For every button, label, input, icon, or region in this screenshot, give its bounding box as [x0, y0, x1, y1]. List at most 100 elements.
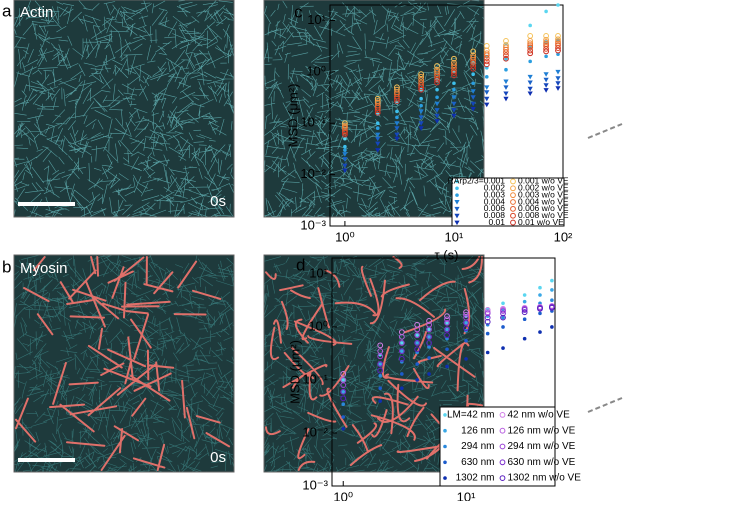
point — [394, 89, 400, 96]
point — [375, 132, 381, 138]
y-tick-label: 10⁻² — [302, 424, 328, 439]
legend-marker — [510, 178, 516, 185]
point — [483, 42, 490, 49]
time-label: 0s — [210, 193, 226, 210]
legend-label: 126 nm w/o VE — [508, 425, 576, 436]
point — [418, 121, 424, 126]
point — [543, 48, 550, 55]
point — [418, 84, 425, 91]
legend-label: 0.006 — [484, 203, 506, 213]
point — [419, 96, 423, 101]
point — [463, 319, 469, 326]
point — [375, 136, 381, 142]
point — [444, 313, 450, 320]
point — [435, 95, 439, 100]
legend-label: 0.006 w/o VE — [518, 203, 569, 213]
point — [444, 326, 450, 333]
point — [543, 77, 549, 83]
point — [434, 73, 440, 80]
y-axis-label: MSD (μm²) — [285, 84, 300, 148]
point — [464, 338, 468, 343]
legend-marker — [443, 444, 447, 449]
point — [427, 335, 431, 339]
scale-bar — [18, 202, 75, 206]
point — [501, 315, 505, 320]
legend-box — [451, 177, 565, 227]
point — [415, 362, 419, 366]
legend-label: RArp2/3=0.001 — [448, 176, 506, 186]
point — [378, 399, 383, 403]
point — [394, 98, 400, 104]
point — [503, 52, 509, 59]
legend-marker — [510, 205, 516, 212]
point — [445, 364, 449, 369]
point — [484, 310, 491, 317]
micrograph-border — [263, 254, 485, 473]
point — [341, 378, 346, 382]
point — [528, 59, 532, 64]
point — [463, 309, 469, 316]
point — [342, 168, 348, 174]
legend-marker — [443, 428, 447, 433]
point — [400, 349, 404, 353]
point — [419, 103, 423, 108]
point — [470, 63, 477, 69]
point — [375, 148, 381, 153]
point — [341, 402, 346, 406]
point — [342, 163, 348, 169]
legend-marker — [443, 413, 447, 417]
point — [544, 54, 548, 59]
point — [463, 311, 469, 318]
legend-label: 630 nm w/o VE — [508, 457, 576, 468]
legend-label: 630 nm — [461, 457, 494, 468]
point — [426, 333, 432, 340]
point — [400, 341, 404, 345]
image-label: Myosin — [20, 260, 68, 277]
legend-label: 0.01 — [488, 217, 505, 227]
legend-marker — [455, 179, 459, 184]
panel-letter: b — [2, 257, 11, 276]
point — [471, 81, 475, 86]
panel-letter: a — [2, 1, 12, 20]
point — [527, 80, 533, 86]
point — [503, 49, 509, 56]
point — [483, 58, 490, 65]
point — [527, 74, 533, 80]
point — [375, 121, 380, 126]
point — [444, 316, 450, 323]
actin-fibers — [13, 254, 235, 473]
actin-fibers — [263, 0, 485, 218]
point — [426, 326, 432, 333]
y-tick-label: 10¹ — [309, 265, 328, 280]
point — [434, 76, 440, 83]
point — [501, 325, 505, 329]
point — [544, 9, 548, 14]
point — [445, 327, 449, 332]
point — [340, 395, 347, 402]
point — [470, 89, 476, 94]
point — [543, 33, 550, 39]
point — [341, 426, 346, 431]
point — [463, 325, 469, 332]
point — [451, 95, 457, 100]
legend-marker — [510, 219, 516, 226]
point — [341, 389, 346, 394]
point — [485, 331, 490, 336]
slope-guide — [587, 397, 623, 413]
legend-marker — [443, 476, 447, 480]
point — [555, 33, 561, 39]
legend-label: 0.004 w/o VE — [518, 196, 569, 206]
legend-label: 294 nm — [461, 441, 494, 452]
point — [451, 72, 457, 79]
point — [415, 333, 419, 337]
legend-marker — [454, 220, 460, 226]
point — [555, 69, 561, 75]
y-tick-label: 10⁻³ — [300, 217, 326, 232]
point — [555, 81, 561, 86]
point — [418, 109, 424, 114]
legend-label: 1302 nm w/o VE — [508, 473, 582, 484]
point — [484, 306, 491, 313]
legend-label: 0.003 w/o VE — [518, 189, 569, 199]
point — [378, 362, 383, 366]
point — [503, 46, 509, 53]
